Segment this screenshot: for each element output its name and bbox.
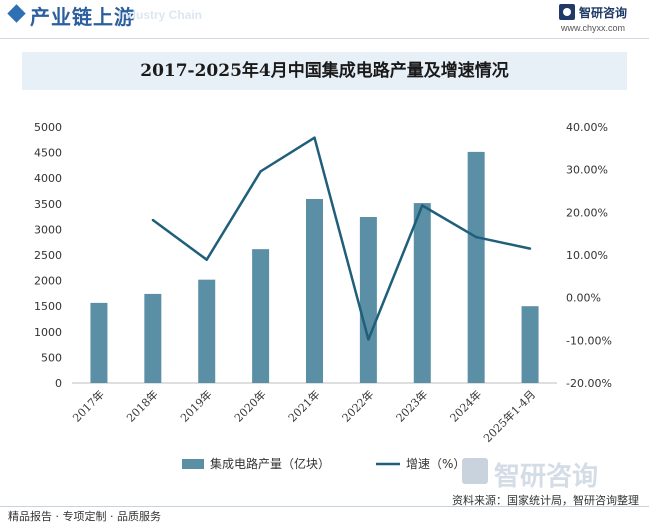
bar [90,302,108,383]
bar [521,306,539,383]
watermark-logo-icon [462,458,488,484]
x-tick-label: 2021年 [285,387,322,424]
header-ghost-text: Industry Chain [118,8,203,22]
growth-line [152,136,531,341]
y-left-tick-label: 1500 [34,300,62,313]
chart-title: 2017-2025年4月中国集成电路产量及增速情况 [140,61,509,81]
growth-point [528,247,532,250]
bar [467,151,485,383]
y-right-tick-label: 10.00% [566,249,608,262]
brand-logo-icon [559,4,575,20]
y-left-tick-label: 2000 [34,275,62,288]
legend-bar-label: 集成电路产量（亿块） [210,456,330,471]
y-right-tick-label: -20.00% [566,377,612,390]
bar [413,203,431,383]
y-left-tick-label: 0 [55,377,62,390]
x-tick-label: 2023年 [393,387,430,424]
footer-divider [0,506,649,507]
bar [198,279,216,383]
y-left-tick-label: 4500 [34,147,62,160]
y-right-tick-label: 0.00% [566,292,601,305]
brand[interactable]: 智研咨询 www.chyxx.com [559,4,639,36]
y-left-tick-label: 5000 [34,121,62,134]
y-right-tick-label: 20.00% [566,206,608,219]
growth-point [474,235,478,239]
x-tick-label: 2017年 [70,387,107,424]
y-left-tick-label: 1000 [34,326,62,339]
source-note: 资料来源：国家统计局，智研咨询整理 [452,494,639,507]
growth-point [421,204,424,207]
y-right-tick-label: -10.00% [566,334,612,347]
x-tick-label: 2018年 [123,387,160,424]
brand-url[interactable]: www.chyxx.com [561,23,626,33]
y-left-tick-label: 3000 [34,223,62,236]
x-tick-label: 2024年 [447,387,484,424]
legend-line-label: 增速（%） [406,457,465,471]
footer-slogan: 精品报告 · 专项定制 · 品质服务 [8,510,161,523]
growth-point [313,136,316,139]
y-left-tick-label: 500 [41,351,62,364]
section-title: 产业链上游 [30,5,135,29]
chart-title-bar: 2017-2025年4月中国集成电路产量及增速情况 [22,52,627,90]
legend-bar-swatch [182,459,204,469]
growth-point [367,338,370,341]
bar [252,249,270,383]
brand-name: 智研咨询 [579,6,628,20]
x-tick-label: 2022年 [339,387,376,424]
bar [144,293,162,383]
y-left-tick-label: 2500 [34,249,62,262]
x-tick-label: 2025年1-4月 [480,387,538,445]
x-tick-label: 2019年 [177,387,214,424]
y-left-tick-label: 3500 [34,198,62,211]
y-right-tick-label: 30.00% [566,164,608,177]
growth-point [151,218,155,222]
header-divider [0,38,649,39]
growth-point [205,258,208,261]
y-right-tick-label: 40.00% [566,121,608,134]
y-left-tick-label: 4000 [34,172,62,185]
watermark-text: 智研咨询 [494,462,599,492]
growth-point [259,170,262,173]
x-tick-label: 2020年 [231,387,268,424]
header: 产业链上游 Industry Chain [0,0,649,30]
bar [359,217,377,383]
bar [306,198,323,383]
